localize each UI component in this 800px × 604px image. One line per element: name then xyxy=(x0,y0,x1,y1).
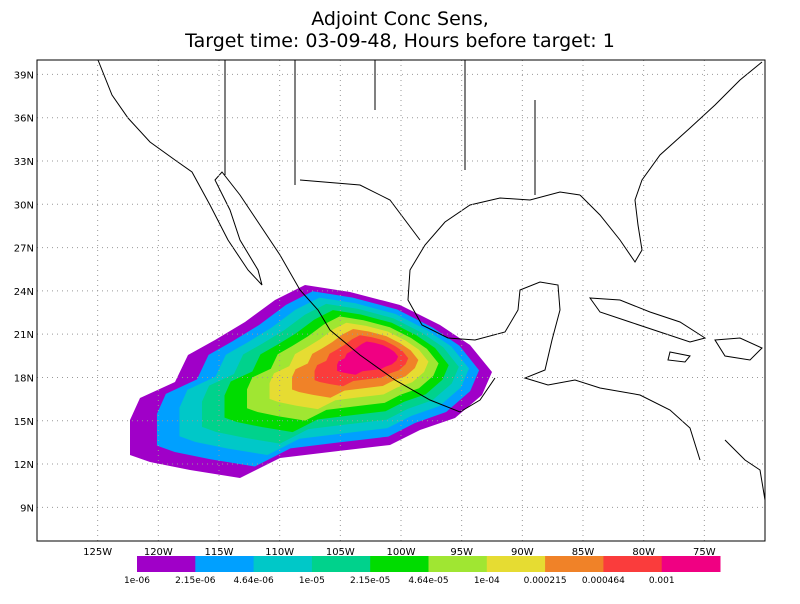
lon-label: 120W xyxy=(144,547,173,558)
lat-label: 9N xyxy=(20,503,34,514)
colorbar-box xyxy=(195,556,255,572)
lon-label: 90W xyxy=(511,547,534,558)
lat-label: 33N xyxy=(14,157,34,168)
lat-label: 36N xyxy=(14,114,34,125)
colorbar-label: 4.64e-06 xyxy=(233,576,274,586)
colorbar-box xyxy=(661,556,721,572)
colorbar-box xyxy=(311,556,371,572)
lon-label: 115W xyxy=(205,547,234,558)
lon-label: 95W xyxy=(450,547,473,558)
lat-label: 24N xyxy=(14,287,34,298)
lon-label: 105W xyxy=(326,547,355,558)
colorbar-label: 1e-04 xyxy=(474,576,500,586)
coastlines xyxy=(97,59,766,501)
colorbar-label: 2.15e-05 xyxy=(350,576,390,586)
lat-label: 39N xyxy=(14,70,34,81)
lat-label: 30N xyxy=(14,200,34,211)
colorbar-label: 1e-05 xyxy=(299,576,325,586)
colorbar-box xyxy=(253,556,313,572)
colorbar-label: 2.15e-06 xyxy=(175,576,216,586)
lon-label: 110W xyxy=(265,547,294,558)
colorbar-box xyxy=(428,556,488,572)
title-line: Adjoint Conc Sens, xyxy=(311,8,489,30)
colorbar-label: 1e-06 xyxy=(124,576,150,586)
map-frame xyxy=(36,59,766,542)
colorbar-box xyxy=(137,556,196,572)
lat-label: 27N xyxy=(14,244,34,255)
colorbar-box xyxy=(486,556,546,572)
colorbar-box xyxy=(545,556,604,572)
colorbar-label: 0.000464 xyxy=(582,576,625,586)
lat-label: 21N xyxy=(14,330,34,341)
lon-label: 80W xyxy=(632,547,655,558)
lat-label: 12N xyxy=(14,460,34,471)
lon-label: 75W xyxy=(693,547,716,558)
lat-label: 18N xyxy=(14,373,34,384)
colorbar: 1e-06 2.15e-06 4.64e-06 1e-05 2.15e-05 4.64e-… xyxy=(124,556,721,586)
colorbar-box xyxy=(370,556,429,572)
lat-label: 15N xyxy=(14,417,34,428)
plume xyxy=(130,285,492,478)
lon-label: 100W xyxy=(387,547,416,558)
colorbar-label: 0.000215 xyxy=(524,576,567,586)
colorbar-box xyxy=(603,556,663,572)
title-line: Target time: 03-09-48, Hours before targ… xyxy=(184,30,615,52)
colorbar-label: 0.001 xyxy=(649,576,675,586)
colorbar-label: 4.64e-05 xyxy=(408,576,448,586)
graticule: 9N 12N 15N 18N 21N 24N 27N 30N 33N 36N 39N 125W 120W… xyxy=(14,60,765,558)
lon-label: 125W xyxy=(83,547,112,558)
lon-label: 85W xyxy=(572,547,595,558)
plume-level xyxy=(337,341,399,375)
